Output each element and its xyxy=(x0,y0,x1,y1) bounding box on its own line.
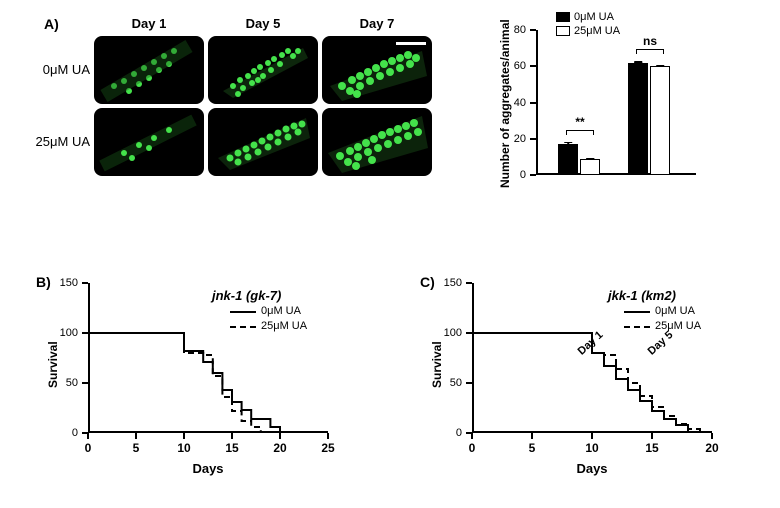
micrograph-0ua-day7 xyxy=(322,36,432,104)
panel-b-label: B) xyxy=(36,274,51,290)
panel-b: B) Survival jnk-1 (gk-7) 0μM UA 25μM UA … xyxy=(32,258,362,488)
panel-b-xlabel: Days xyxy=(192,433,223,476)
col-head-1: Day 1 xyxy=(94,16,204,31)
micrograph-grid xyxy=(94,36,432,176)
micrograph-25ua-day5 xyxy=(208,108,318,176)
panel-b-ylabel: Survival xyxy=(46,341,60,388)
sig-label-day1: ** xyxy=(575,115,584,129)
survival-plot-b: Days 0501001500510152025 xyxy=(88,283,328,433)
panel-c-ylabel: Survival xyxy=(430,341,444,388)
panel-a-label: A) xyxy=(44,16,59,32)
aggregates-bar-chart: 0μM UA 25μM UA Number of aggregates/anim… xyxy=(488,10,748,210)
micrograph-0ua-day5 xyxy=(208,36,318,104)
bar-0ua-day5 xyxy=(628,63,648,175)
legend-label-0: 0μM UA xyxy=(574,10,614,24)
sig-label-day5: ns xyxy=(643,34,657,48)
bar-plot-area: 020406080 ** Day 1 ns Day 5 xyxy=(536,30,696,175)
bar-25ua-day5 xyxy=(650,66,670,175)
panel-c-label: C) xyxy=(420,274,435,290)
micrograph-0ua-day1 xyxy=(94,36,204,104)
aggregates-svg xyxy=(94,36,204,104)
row-label-2: 25μM UA xyxy=(20,134,90,149)
survival-plot-c: Days 05010015005101520 xyxy=(472,283,712,433)
scale-bar xyxy=(396,42,426,45)
sig-bracket-day1 xyxy=(566,130,594,135)
sig-bracket-day5 xyxy=(636,49,664,54)
bar-25ua-day1 xyxy=(580,159,600,175)
panel-c: C) Survival jkk-1 (km2) 0μM UA 25μM UA D… xyxy=(416,258,746,488)
bar-0ua-day1 xyxy=(558,144,578,175)
row-label-1: 0μM UA xyxy=(20,62,90,77)
micrograph-25ua-day7 xyxy=(322,108,432,176)
bar-ylabel: Number of aggregates/animal xyxy=(498,19,512,188)
survival-curves-b xyxy=(88,283,328,433)
micrograph-25ua-day1 xyxy=(94,108,204,176)
legend-swatch-black xyxy=(556,12,570,22)
col-head-3: Day 7 xyxy=(322,16,432,31)
panel-a: A) Day 1 Day 5 Day 7 0μM UA 25μM UA xyxy=(20,10,760,210)
survival-curves-c xyxy=(472,283,712,433)
col-head-2: Day 5 xyxy=(208,16,318,31)
y-axis xyxy=(536,30,538,175)
